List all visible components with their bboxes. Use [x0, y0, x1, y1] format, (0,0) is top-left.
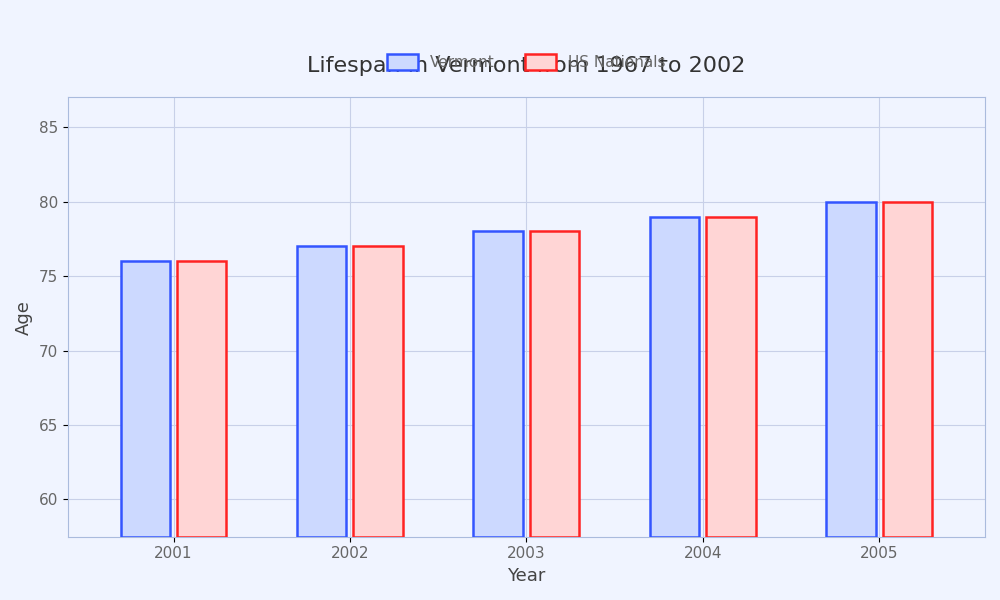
Legend: Vermont, US Nationals: Vermont, US Nationals: [381, 48, 672, 76]
Title: Lifespan in Vermont from 1967 to 2002: Lifespan in Vermont from 1967 to 2002: [307, 56, 746, 76]
Bar: [530, 232, 579, 537]
Bar: [650, 217, 699, 537]
Bar: [121, 261, 170, 537]
Bar: [297, 247, 346, 537]
Bar: [177, 261, 226, 537]
Bar: [473, 232, 523, 537]
Bar: [353, 247, 403, 537]
Bar: [883, 202, 932, 537]
Y-axis label: Age: Age: [15, 299, 33, 335]
Bar: [826, 202, 876, 537]
Bar: [706, 217, 756, 537]
X-axis label: Year: Year: [507, 567, 546, 585]
